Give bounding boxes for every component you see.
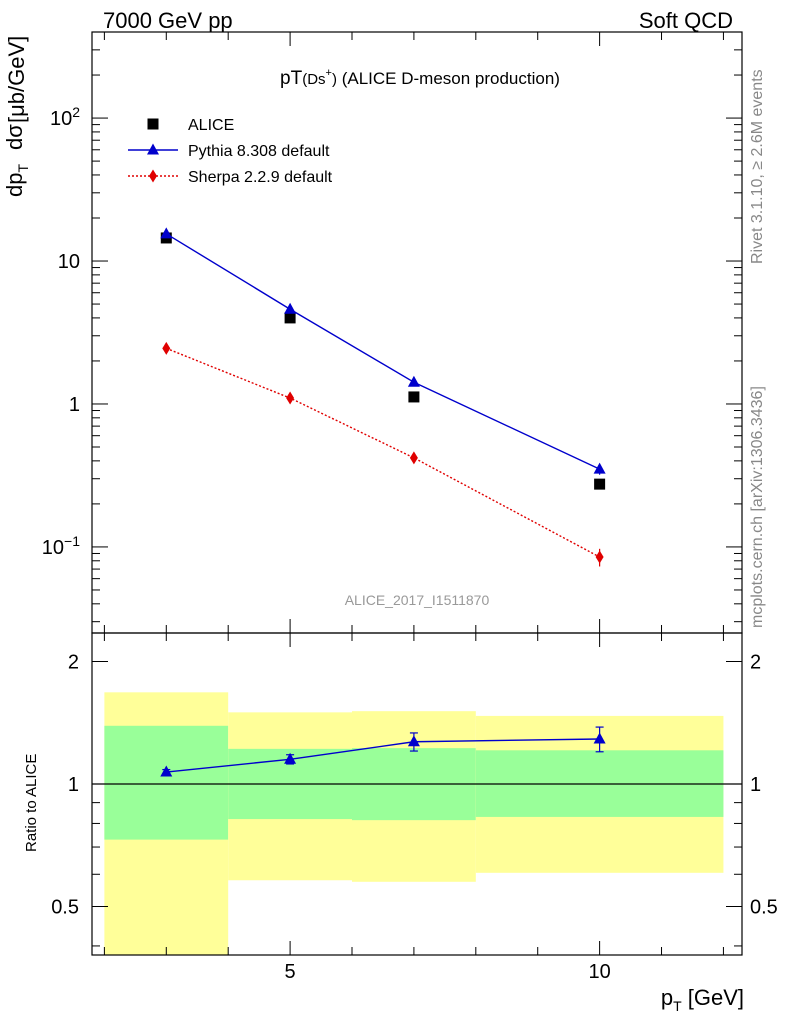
point-1-2 [407,375,420,387]
legend-label-0: ALICE [188,117,234,134]
ylabel-numerator: dσ [2,124,27,150]
point-0-3 [594,478,606,490]
legend: ALICE Pythia 8.308 default Sherpa 2.2.9 de… [128,117,333,186]
point-1-3 [593,462,606,474]
ytick-label-0: 10−1 [42,533,80,559]
ratio-ytick-label-left-2: 2 [68,652,79,674]
source-label: mcplots.cern.ch [arXiv:1306.3436] [749,386,766,628]
ratio-line-0 [166,738,600,773]
main-title: pT(Ds+) (ALICE D-meson production) [280,67,560,89]
ratio-ytick-label-right-1: 1 [750,774,761,796]
analysis-label: ALICE_2017_I1511870 [345,592,490,608]
header-left: 7000 GeV pp [103,8,233,33]
main-plot [160,227,606,567]
ratio-point-2 [407,735,420,747]
point-2-2 [409,451,418,465]
point-2-0 [162,341,171,355]
ratio-ylabel: Ratio to ALICE [23,754,40,852]
band-inner-0 [104,725,229,840]
ratio-point-1 [284,752,297,764]
point-0-1 [284,312,296,324]
xlabel: pT [GeV] [661,985,744,1014]
point-1-1 [284,302,297,314]
ratio-point-3 [593,732,606,744]
legend-label-2: Sherpa 2.2.9 default [188,169,333,186]
series-line-2 [166,347,600,558]
ratio-bands [104,692,724,955]
ylabel-unit: [μb/GeV] [4,36,29,123]
ylabel-denominator: dpT [2,164,31,197]
ratio-frame [91,632,743,956]
ratio-point-0 [160,765,173,777]
point-1-0 [160,227,173,239]
ytick-label-1: 1 [69,394,80,416]
axes-frames: 5 10 10−1 1 10 102 0.5 0.5 1 1 2 2 [42,31,778,983]
point-2-3 [595,550,604,564]
ratio-ytick-label-left-1: 1 [68,774,79,796]
legend-marker-1 [147,143,159,155]
series-line-1 [165,233,600,470]
ytick-label-2: 10 [58,251,80,273]
xtick-label-5: 5 [285,961,296,983]
point-2-1 [286,391,295,405]
legend-label-1: Pythia 8.308 default [188,143,330,160]
ratio-ytick-label-left-0: 0.5 [51,896,79,918]
legend-marker-0 [147,118,159,130]
ratio-ytick-label-right-0: 0.5 [750,896,778,918]
legend-marker-2 [149,169,157,183]
point-0-2 [408,391,420,403]
xtick-label-10: 10 [588,961,610,983]
rivet-version-label: Rivet 3.1.10, ≥ 2.6M events [749,69,766,264]
ytick-label-3: 102 [50,104,80,130]
ratio-ytick-label-right-2: 2 [750,652,761,674]
main-ylabel: dpT dσ [μb/GeV] [2,36,31,197]
header-right: Soft QCD [639,8,733,33]
ratio-plot [92,726,742,785]
